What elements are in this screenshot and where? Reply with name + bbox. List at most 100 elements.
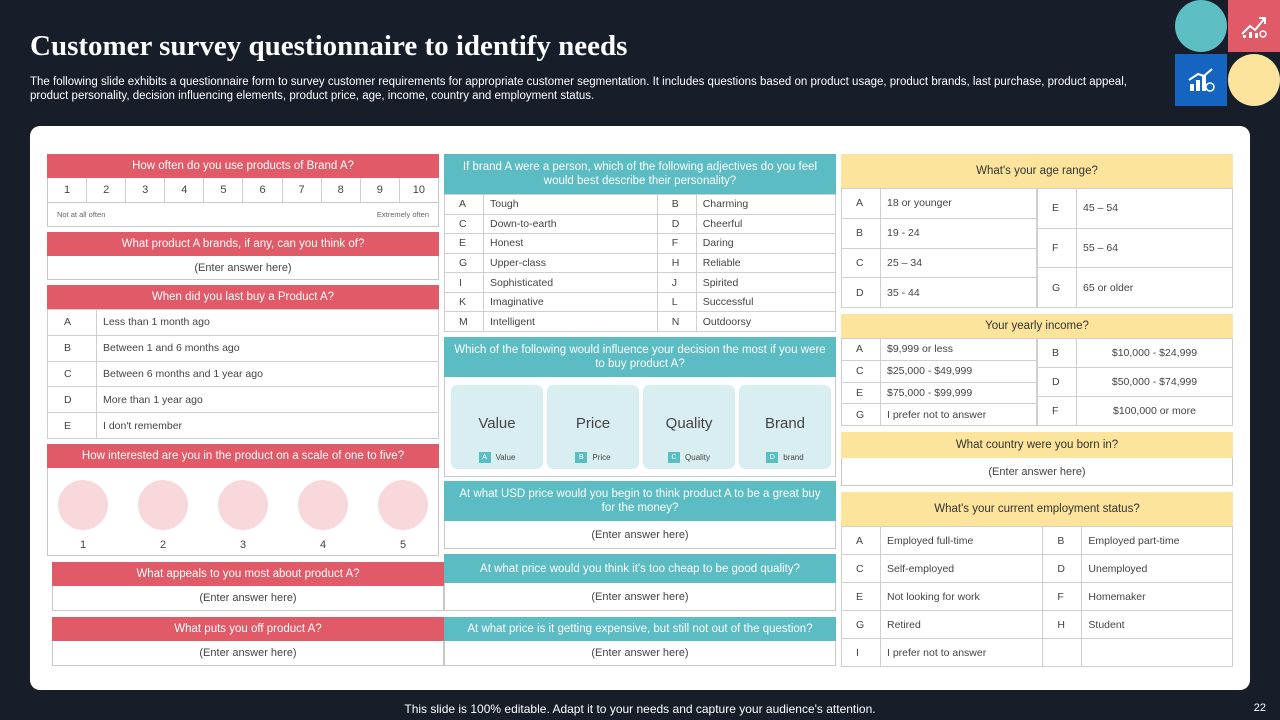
- option-label: I don't remember: [96, 412, 439, 439]
- rating-circle-4[interactable]: [298, 480, 348, 530]
- age-options-right: E 45 – 54 F 55 – 64 G 65 or older: [1037, 188, 1233, 308]
- income-options-left: A $9,999 or less C $25,000 - $49,999 E $75,00…: [841, 338, 1037, 426]
- table-row[interactable]: F 55 – 64: [1037, 227, 1233, 269]
- option-letter: D: [656, 213, 697, 235]
- card-option: B Price: [575, 452, 611, 463]
- table-row[interactable]: K Imaginative L Successful: [444, 291, 837, 313]
- option-label: Self-employed: [879, 554, 1044, 583]
- option-letter: K: [444, 291, 484, 313]
- scale-option-1[interactable]: 1: [48, 178, 88, 202]
- rating-circle-1[interactable]: [58, 480, 108, 530]
- too-cheap-answer-field[interactable]: (Enter answer here): [444, 583, 836, 611]
- scale-option-5[interactable]: 5: [204, 178, 244, 202]
- scale-option-9[interactable]: 9: [361, 178, 400, 202]
- list-item[interactable]: C Between 6 months and 1 year ago: [47, 360, 439, 388]
- table-row[interactable]: E $75,000 - $99,999: [841, 381, 1037, 405]
- table-row[interactable]: E 45 – 54: [1037, 188, 1233, 229]
- option-label: Less than 1 month ago: [96, 309, 439, 336]
- card-label: Price: [592, 453, 611, 462]
- usd-price-answer-field[interactable]: (Enter answer here): [444, 521, 836, 549]
- influence-card-value[interactable]: Value A Value: [451, 385, 543, 469]
- option-label: Honest: [483, 233, 658, 254]
- option-letter: H: [656, 252, 697, 274]
- table-row[interactable]: M Intelligent N Outdoorsy: [444, 311, 837, 332]
- table-row[interactable]: D 35 - 44: [841, 277, 1037, 308]
- scale-option-2[interactable]: 2: [87, 178, 127, 202]
- list-item[interactable]: A Less than 1 month ago: [47, 309, 439, 336]
- influence-card-price[interactable]: Price B Price: [547, 385, 639, 469]
- table-row[interactable]: C 25 – 34: [841, 247, 1037, 279]
- option-letter: B: [656, 194, 697, 215]
- option-letter: I: [444, 272, 484, 293]
- frequency-scale: 1 2 3 4 5 6 7 8 9 10: [47, 178, 439, 203]
- option-letter: A: [444, 194, 484, 215]
- option-label: Between 1 and 6 months ago: [96, 334, 439, 362]
- option-label: Cheerful: [695, 213, 837, 235]
- option-letter: B: [1042, 526, 1083, 555]
- option-label: Charming: [695, 194, 837, 215]
- option-label: Employed part-time: [1081, 526, 1233, 555]
- option-letter: F: [1037, 396, 1077, 426]
- rating-circle-5[interactable]: [378, 480, 428, 530]
- decor-teal-circle: [1175, 0, 1227, 52]
- rating-circle-3[interactable]: [218, 480, 268, 530]
- scale-option-8[interactable]: 8: [322, 178, 361, 202]
- country-answer-field[interactable]: (Enter answer here): [841, 458, 1233, 486]
- brands-answer-field[interactable]: (Enter answer here): [47, 256, 439, 280]
- table-row[interactable]: F $100,000 or more: [1037, 396, 1233, 426]
- expensive-answer-field[interactable]: (Enter answer here): [444, 641, 836, 666]
- table-row[interactable]: I Sophisticated J Spirited: [444, 272, 837, 293]
- option-label: $25,000 - $49,999: [880, 359, 1037, 383]
- table-row[interactable]: E Honest F Daring: [444, 233, 837, 254]
- option-letter: E: [841, 381, 881, 405]
- card-letter: C: [668, 452, 681, 463]
- table-row[interactable]: G Upper-class H Reliable: [444, 252, 837, 274]
- table-row[interactable]: B 19 - 24: [841, 217, 1037, 249]
- q-putsoff-header: What puts you off product A?: [52, 617, 444, 641]
- list-item[interactable]: D More than 1 year ago: [47, 386, 439, 414]
- q-last-buy-header: When did you last buy a Product A?: [47, 285, 439, 309]
- option-letter: F: [656, 233, 697, 254]
- scale-option-4[interactable]: 4: [165, 178, 205, 202]
- option-letter: M: [444, 311, 484, 332]
- table-row[interactable]: G Retired H Student: [841, 610, 1233, 639]
- option-letter: F: [1042, 582, 1083, 611]
- rating-number: 5: [399, 539, 407, 551]
- rating-circle-2[interactable]: [138, 480, 188, 530]
- table-row[interactable]: C Down-to-earth D Cheerful: [444, 213, 837, 235]
- scale-option-3[interactable]: 3: [126, 178, 166, 202]
- q-expensive-header: At what price is it getting expensive, b…: [444, 617, 836, 641]
- scale-option-10[interactable]: 10: [412, 184, 426, 196]
- option-label: Sophisticated: [483, 272, 658, 293]
- q-usd-price-header: At what USD price would you begin to thi…: [444, 481, 836, 521]
- appeals-answer-field[interactable]: (Enter answer here): [52, 586, 444, 611]
- table-row[interactable]: A 18 or younger: [841, 188, 1037, 219]
- table-row[interactable]: A $9,999 or less: [841, 338, 1037, 361]
- option-label: 19 - 24: [880, 217, 1037, 249]
- q-interest-header: How interested are you in the product on…: [47, 444, 439, 468]
- influence-card-quality[interactable]: Quality C Quality: [643, 385, 735, 469]
- table-row[interactable]: A Employed full-time B Employed part-time: [841, 526, 1233, 555]
- table-row[interactable]: B $10,000 - $24,999: [1037, 338, 1233, 368]
- option-letter: E: [444, 233, 484, 254]
- scale-option-7[interactable]: 7: [283, 178, 322, 202]
- table-row[interactable]: D $50,000 - $74,999: [1037, 367, 1233, 397]
- table-row[interactable]: G 65 or older: [1037, 267, 1233, 308]
- table-row[interactable]: C Self-employed D Unemployed: [841, 554, 1233, 583]
- option-label: Tough: [483, 194, 658, 215]
- table-row[interactable]: C $25,000 - $49,999: [841, 359, 1037, 383]
- option-letter: C: [841, 359, 881, 383]
- scale-option-6[interactable]: 6: [243, 178, 283, 202]
- table-row[interactable]: E Not looking for work F Homemaker: [841, 582, 1233, 611]
- option-letter: A: [841, 526, 881, 555]
- option-letter: D: [1037, 367, 1077, 397]
- putsoff-answer-field[interactable]: (Enter answer here): [52, 641, 444, 666]
- page-title: Customer survey questionnaire to identif…: [30, 30, 628, 62]
- table-row[interactable]: A Tough B Charming: [444, 194, 837, 215]
- option-label: $50,000 - $74,999: [1076, 367, 1233, 397]
- list-item[interactable]: B Between 1 and 6 months ago: [47, 334, 439, 362]
